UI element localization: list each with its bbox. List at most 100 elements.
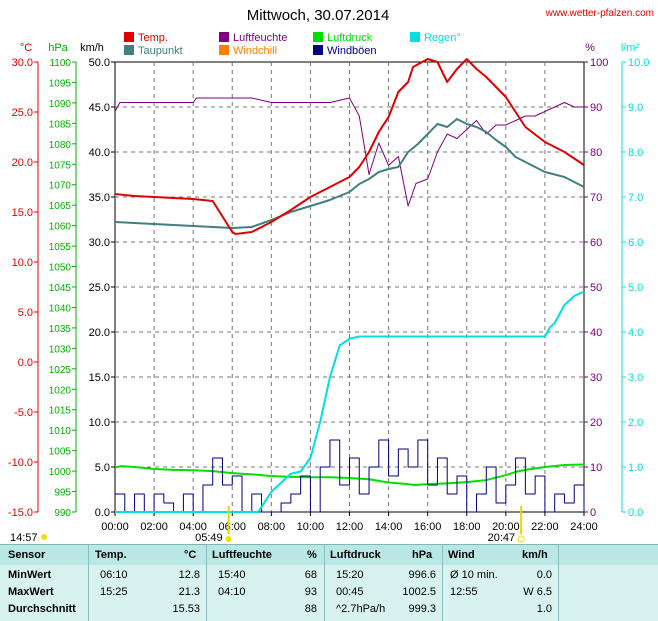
wind-value: W 6.5 [523,586,552,598]
rain-tick-label: 5.0 [628,282,643,294]
humidity-time: 15:40 [218,569,246,581]
pressure-value: 1002.5 [402,586,436,598]
sun-icon [225,536,232,542]
col-divider [442,545,443,621]
legend-label: Windchill [233,45,277,57]
rain-tick-label: 10.0 [628,57,649,69]
humidity-tick-label: 10 [590,462,602,474]
pressure-tick-label: 1010 [49,426,72,437]
x-tick-label: 10:00 [297,521,325,533]
header-wind-unit: km/h [522,549,548,561]
temp-tick-label: -10.0 [8,457,33,469]
axis-title-wind: km/h [80,42,104,54]
wind-tick-label: 15.0 [89,372,110,384]
temp-tick-label: -15.0 [8,507,33,519]
humidity-tick-label: 100 [590,57,608,69]
wind-value: 0.0 [536,569,552,581]
pressure-tick-label: 1035 [49,324,72,335]
temp-tick-label: 30.0 [12,57,33,69]
chart-legend: Temp. Luftfeuchte Luftdruck Regen° Taupunkt W… [124,32,461,57]
wind-tick-label: 20.0 [89,327,110,339]
wind-tick-label: 5.0 [95,462,110,474]
header-temp: Temp. [95,549,127,561]
series-layer [114,58,585,513]
website-label: www.wetter-pfalzen.com [545,8,654,19]
pressure-tick-label: 1055 [49,242,72,253]
legend-label: Regen° [424,32,461,44]
col-divider [88,545,89,621]
x-tick-label: 20:00 [492,521,520,533]
series-regen-line [115,290,585,513]
wind-tick-label: 35.0 [89,192,110,204]
axis-titles: °C hPa km/h% l/m² [20,42,640,54]
daylight-duration-label: 14:57 [10,532,38,544]
sun-icon [517,535,525,543]
temp-time: 15:25 [100,586,128,598]
x-tick-label: 02:00 [140,521,168,533]
pressure-tick-label: 1065 [49,201,72,212]
humidity-tick-label: 20 [590,417,602,429]
pressure-tick-label: 1050 [49,263,72,274]
pressure-tick-label: 1085 [49,119,72,130]
legend-label: Luftdruck [327,32,373,44]
rain-tick-label: 6.0 [628,237,643,249]
pressure-tick-label: 1025 [49,365,72,376]
legend-swatch [410,32,420,42]
pressure-tick-label: 1030 [49,344,72,355]
rain-tick-label: 8.0 [628,147,643,159]
row-label: MaxWert [8,586,54,598]
header-wind: Wind [448,549,475,561]
header-temp-unit: °C [184,549,197,561]
temp-tick-label: 20.0 [12,157,33,169]
axis-title-rain: l/m² [621,42,640,54]
x-tick-label: 14:00 [375,521,403,533]
series-windben-line [115,439,585,513]
pressure-tick-label: 995 [54,488,71,499]
humidity-time: 04:10 [218,586,246,598]
pressure-time: ^2.7hPa/h [336,603,386,615]
temp-value: 12.8 [178,569,200,581]
pressure-tick-label: 1020 [49,385,72,396]
humidity-tick-label: 30 [590,372,602,384]
humidity-tick-label: 40 [590,327,602,339]
legend-swatch [124,45,134,55]
x-tick-label: 06:00 [218,521,246,533]
humidity-tick-label: 90 [590,102,602,114]
series-temp-line [114,58,585,235]
legend-label: Taupunkt [138,45,183,57]
x-tick-label: 18:00 [453,521,481,533]
legend-swatch [313,45,323,55]
pressure-tick-label: 1100 [49,58,71,69]
pressure-tick-label: 1080 [49,140,72,151]
pressure-tick-label: 1075 [49,160,72,171]
row-label: Durchschnitt [8,603,76,615]
chart-title: Mittwoch, 30.07.2014 [247,7,390,24]
col-divider [558,545,559,621]
x-tick-label: 24:00 [570,521,598,533]
legend-swatch [313,32,323,42]
col-divider [324,545,325,621]
wind-tick-label: 30.0 [89,237,110,249]
temp-value: 21.3 [178,586,200,598]
pressure-tick-label: 1015 [49,406,72,417]
wind-time: Ø 10 min. [450,569,498,581]
pressure-tick-label: 1045 [49,283,72,294]
pressure-time: 00:45 [336,586,364,598]
series-luftfeuchte-line [114,97,584,207]
legend-label: Luftfeuchte [233,32,287,44]
pressure-tick-label: 1070 [49,181,72,192]
legend-label: Temp. [138,32,168,44]
weather-chart: Mittwoch, 30.07.2014 www.wetter-pfalzen.… [8,7,654,544]
sunset-time-label: 20:47 [488,532,516,544]
stats-table: Sensor Temp. °C Luftfeuchte % Luftdruck … [0,544,658,621]
header-pressure-unit: hPa [412,549,433,561]
header-pressure: Luftdruck [330,549,381,561]
pressure-time: 15:20 [336,569,364,581]
sunrise-time-label: 05:49 [195,532,223,544]
rain-tick-label: 3.0 [628,372,643,384]
header-sensor: Sensor [8,549,46,561]
wind-value: 1.0 [536,603,552,615]
temp-tick-label: 25.0 [12,107,33,119]
rain-tick-label: 4.0 [628,327,643,339]
temp-value: 15.53 [172,603,200,615]
